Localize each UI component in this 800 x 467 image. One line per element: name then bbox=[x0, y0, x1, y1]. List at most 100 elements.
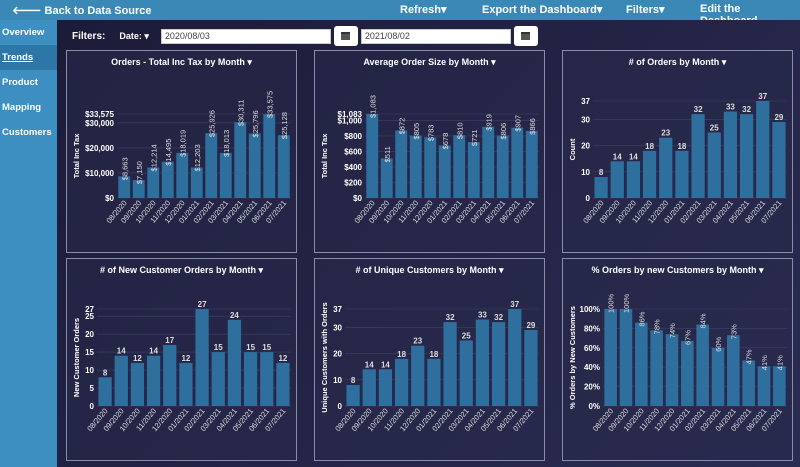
sidebar-item-trends[interactable]: Trends bbox=[0, 45, 57, 70]
bar bbox=[118, 176, 131, 198]
bar bbox=[453, 135, 466, 198]
y-tick-label: 20 bbox=[333, 350, 342, 359]
data-label: 100% bbox=[607, 293, 616, 313]
bar bbox=[524, 329, 538, 406]
data-label: $12,203 bbox=[193, 144, 202, 171]
data-label: 14 bbox=[365, 360, 374, 369]
bar bbox=[147, 167, 160, 198]
y-axis-label: Count bbox=[568, 138, 577, 160]
chart-title[interactable]: # of Orders by Month ▾ bbox=[628, 57, 727, 67]
data-label: $907 bbox=[513, 115, 522, 132]
bar bbox=[263, 114, 276, 198]
filters-label: Filters: bbox=[72, 30, 106, 42]
data-label: $721 bbox=[470, 129, 479, 146]
sidebar-item-overview[interactable]: Overview bbox=[2, 27, 45, 38]
data-label: 32 bbox=[694, 105, 703, 114]
chart-title[interactable]: # of New Customer Orders by Month ▾ bbox=[99, 265, 264, 275]
back-to-data-source-link[interactable]: 🡐 Back to Data Source bbox=[12, 5, 152, 17]
filters-menu[interactable]: Filters▾ bbox=[626, 4, 665, 16]
y-tick-label: 40% bbox=[584, 363, 600, 372]
end-date-calendar-button[interactable] bbox=[513, 26, 538, 46]
y-axis-label: % Orders by New Customers bbox=[568, 306, 577, 409]
y-tick-label: $33,575 bbox=[85, 110, 114, 119]
bar bbox=[772, 121, 786, 198]
data-label: 29 bbox=[526, 321, 535, 330]
data-label: $25,128 bbox=[280, 112, 289, 139]
data-label: $8,663 bbox=[120, 157, 129, 180]
data-label: 60% bbox=[714, 336, 723, 351]
data-label: $18,019 bbox=[178, 130, 187, 157]
data-label: 33 bbox=[478, 310, 487, 319]
date-filter-dropdown[interactable]: Date: ▾ bbox=[119, 30, 149, 41]
sidebar-item-customers[interactable]: Customers bbox=[2, 127, 52, 138]
y-axis-label: Total Inc Tax bbox=[320, 133, 329, 179]
bar bbox=[427, 358, 441, 406]
y-tick-label: 30 bbox=[581, 115, 590, 124]
bar bbox=[234, 122, 247, 198]
y-tick-label: 80% bbox=[584, 324, 600, 333]
chart-title[interactable]: Orders - Total Inc Tax by Month ▾ bbox=[111, 57, 252, 67]
bar bbox=[179, 362, 193, 406]
start-date-input[interactable] bbox=[160, 28, 331, 44]
bar bbox=[675, 150, 689, 198]
sidebar: Overview Trends Product Mapping Customer… bbox=[0, 20, 57, 467]
chart-panel-new-customer-orders: # of New Customer Orders by Month ▾ 0 5 10 1… bbox=[66, 258, 297, 461]
start-date-calendar-button[interactable] bbox=[333, 26, 358, 46]
data-label: $7,150 bbox=[135, 161, 144, 184]
y-tick-label: 0 bbox=[586, 194, 591, 203]
data-label: $14,495 bbox=[164, 139, 173, 166]
data-label: 8 bbox=[351, 376, 356, 385]
data-label: 8 bbox=[599, 168, 604, 177]
sidebar-item-product[interactable]: Product bbox=[2, 77, 38, 88]
y-tick-label: $600 bbox=[344, 147, 362, 156]
chart-panel-unique-customers: # of Unique Customers by Month ▾ 0 10 20 30 3… bbox=[314, 258, 545, 461]
chart-panel-pct-new-customers: % Orders by new Customers by Month ▾ 0% 20… bbox=[562, 258, 793, 461]
bar bbox=[696, 324, 709, 406]
data-label: 15 bbox=[214, 343, 223, 352]
data-label: $872 bbox=[397, 118, 406, 135]
bar bbox=[511, 127, 524, 198]
bar bbox=[190, 167, 203, 198]
bar bbox=[496, 135, 509, 198]
data-label: 18 bbox=[645, 142, 654, 151]
sidebar-item-mapping[interactable]: Mapping bbox=[2, 102, 42, 113]
data-label: $678 bbox=[441, 133, 450, 150]
bar bbox=[163, 344, 177, 406]
bar bbox=[635, 322, 648, 406]
data-label: 14 bbox=[629, 152, 638, 161]
data-label: 18 bbox=[677, 142, 686, 151]
data-label: $783 bbox=[426, 125, 435, 142]
data-label: $866 bbox=[528, 118, 537, 135]
chart-svg: 0%20%40%60%80%100%% Orders by New Custom… bbox=[568, 293, 787, 433]
bar bbox=[146, 355, 161, 406]
data-label: $805 bbox=[412, 123, 421, 140]
data-label: $33,575 bbox=[265, 91, 274, 118]
data-label: $1,083 bbox=[368, 95, 377, 118]
y-tick-label: 10 bbox=[581, 168, 590, 177]
data-label: 14 bbox=[381, 360, 390, 369]
data-label: 86% bbox=[637, 311, 646, 326]
bar bbox=[773, 366, 786, 406]
y-tick-label: $1,083 bbox=[338, 110, 363, 119]
y-tick-label: 20% bbox=[584, 383, 600, 392]
bar bbox=[161, 161, 174, 198]
bar bbox=[727, 335, 740, 406]
bar bbox=[248, 133, 261, 198]
end-date-input[interactable] bbox=[360, 28, 511, 44]
bar bbox=[742, 360, 755, 406]
chart-title[interactable]: Average Order Size by Month ▾ bbox=[363, 57, 496, 67]
data-label: 41% bbox=[760, 355, 769, 370]
bar bbox=[378, 369, 393, 406]
bar bbox=[691, 114, 705, 198]
chart-title[interactable]: # of Unique Customers by Month ▾ bbox=[355, 265, 504, 275]
y-tick-label: 20 bbox=[581, 142, 590, 151]
export-dashboard-menu[interactable]: Export the Dashboard▾ bbox=[482, 4, 603, 16]
y-tick-label: 0 bbox=[338, 402, 343, 411]
data-label: 100% bbox=[622, 293, 631, 313]
data-label: 32 bbox=[446, 313, 455, 322]
y-axis-label: New Customer Orders bbox=[72, 318, 81, 397]
refresh-menu[interactable]: Refresh▾ bbox=[400, 4, 447, 16]
chart-title[interactable]: % Orders by new Customers by Month ▾ bbox=[591, 265, 764, 275]
